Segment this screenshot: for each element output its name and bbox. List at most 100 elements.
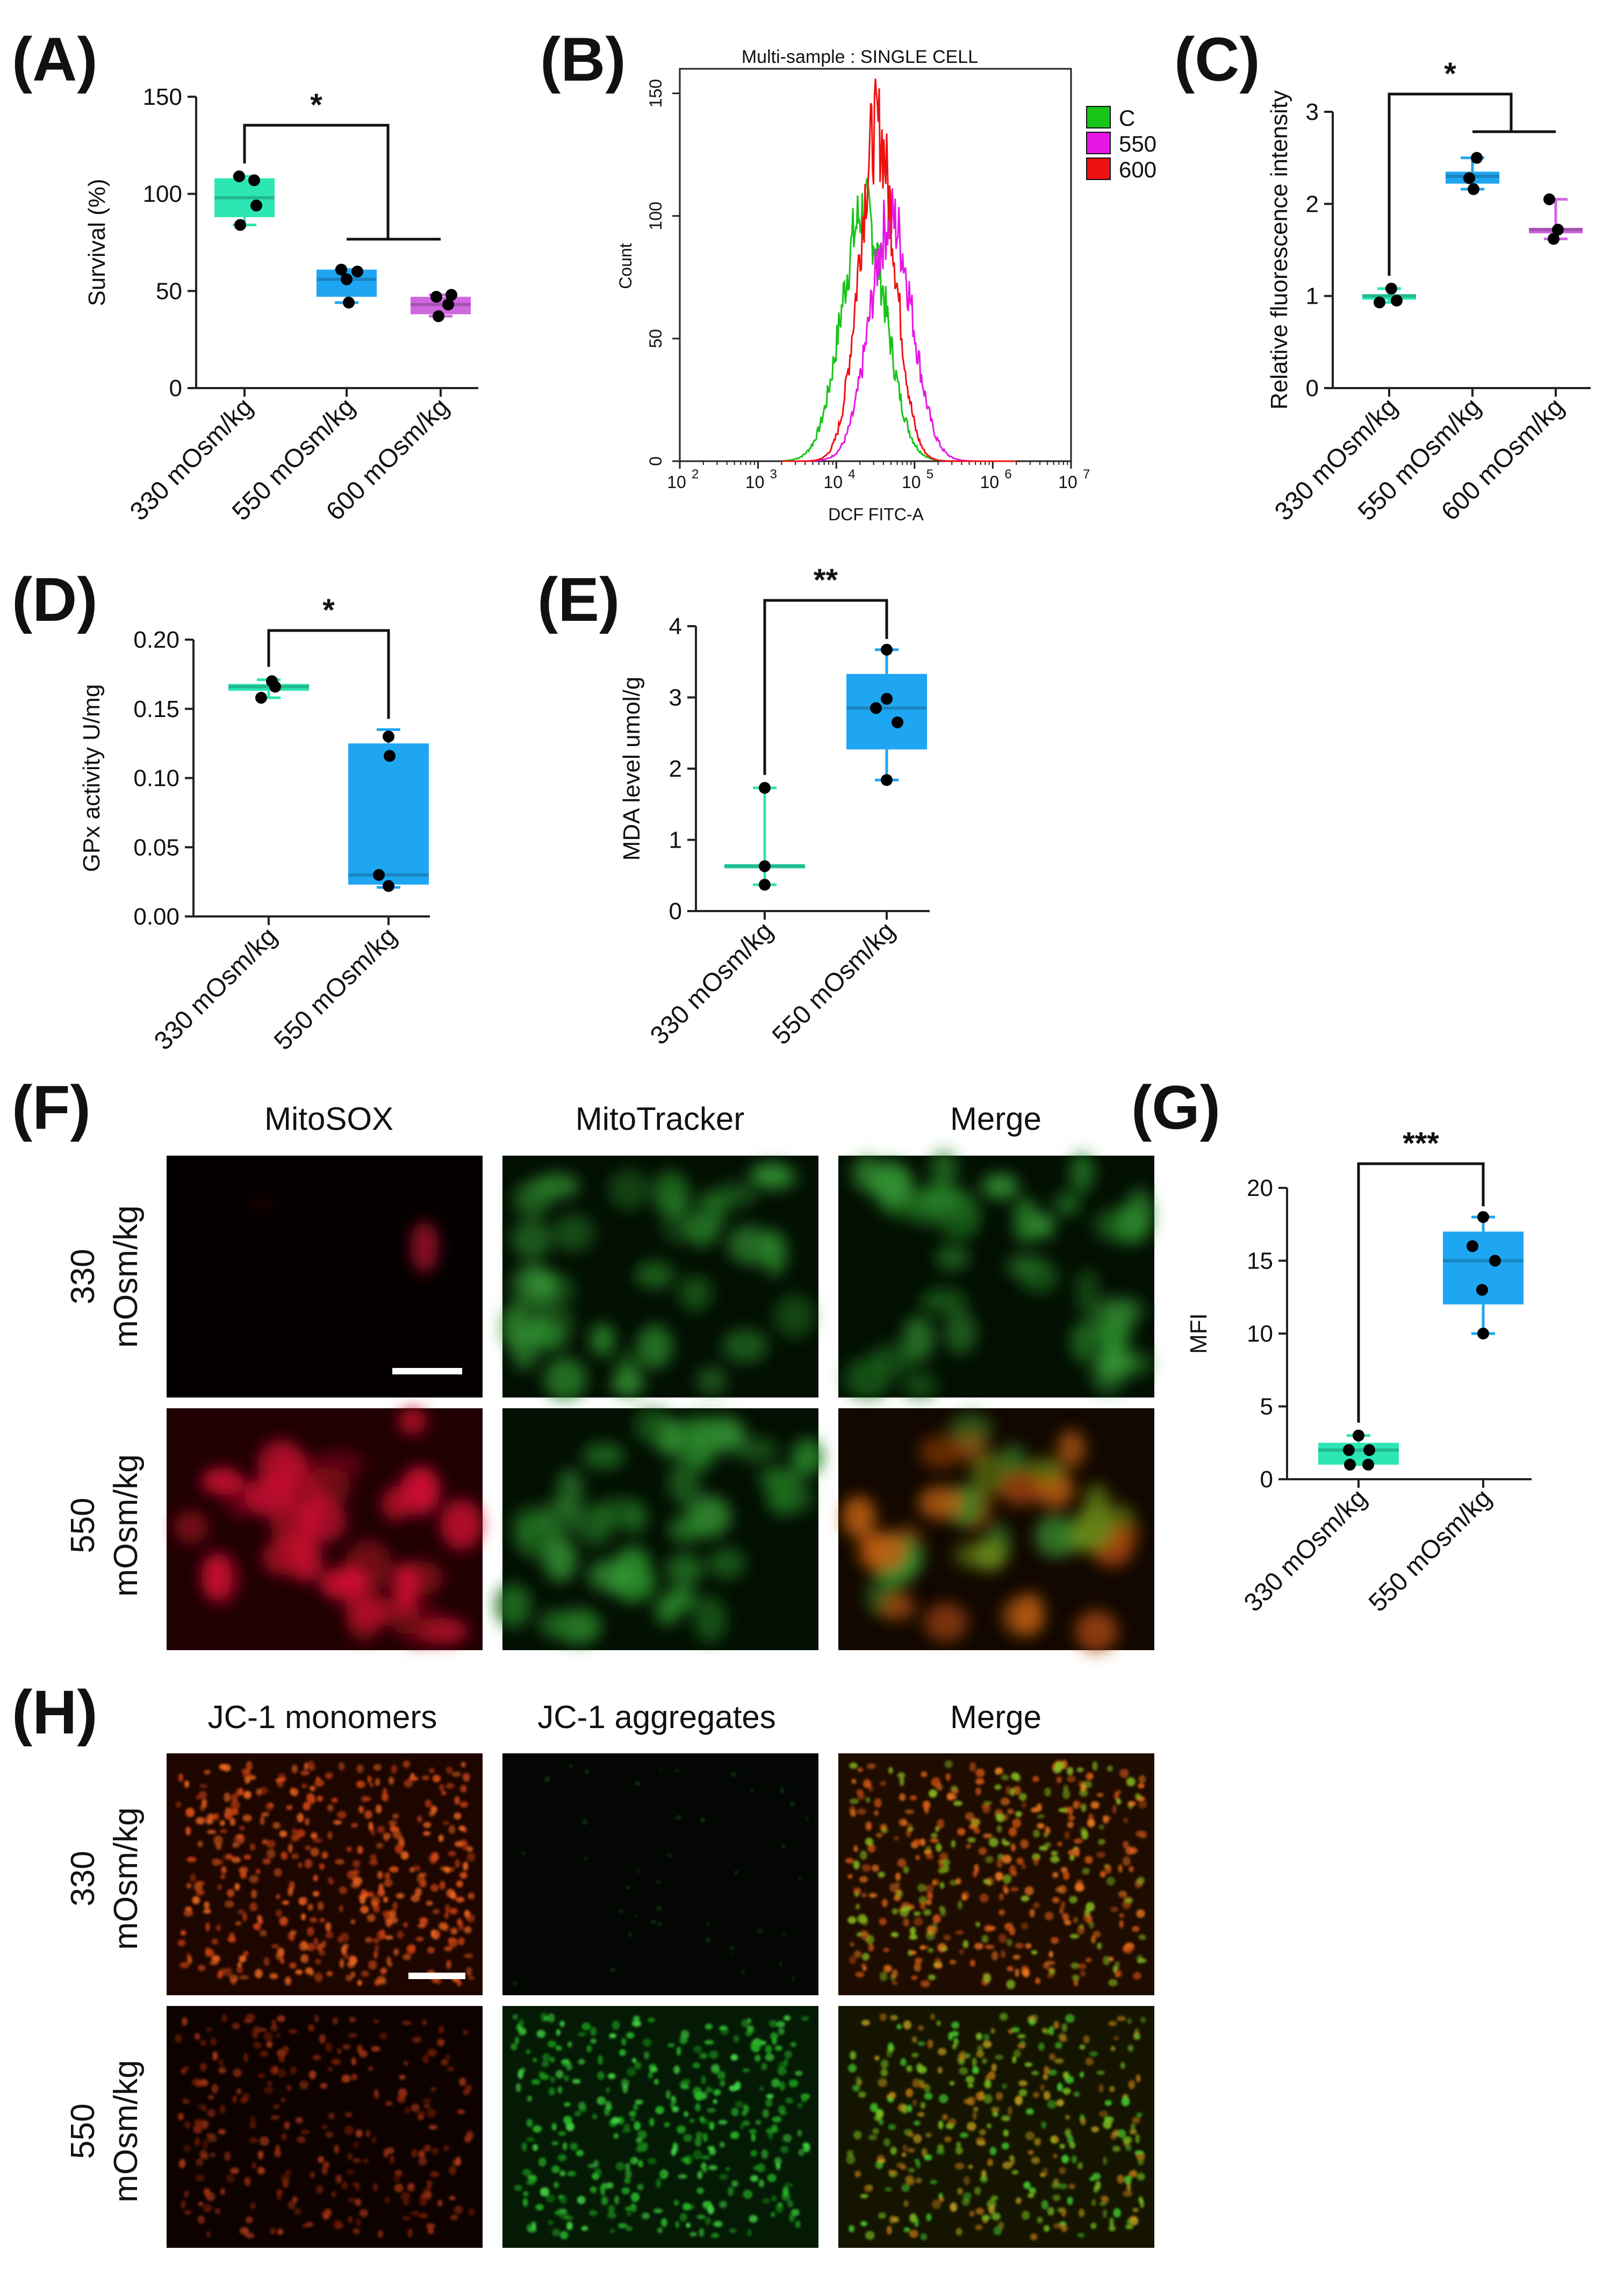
cell-blob xyxy=(880,2059,889,2069)
cell-blob xyxy=(1037,2217,1043,2224)
cell-blob xyxy=(430,1883,439,1892)
cell-blob xyxy=(859,1876,868,1883)
cell-blob xyxy=(348,2033,357,2038)
cell-blob xyxy=(918,1183,963,1213)
cell-blob xyxy=(713,2220,723,2227)
data-point xyxy=(1344,1458,1356,1471)
cell-blob xyxy=(996,1814,1005,1823)
cell-blob xyxy=(249,1875,259,1883)
cell-blob xyxy=(990,2106,1000,2112)
cell-blob xyxy=(900,2058,907,2066)
panel-label-g: (G) xyxy=(1131,1073,1220,1142)
cell-blob xyxy=(237,1962,242,1968)
cell-blob xyxy=(676,2125,686,2134)
cell-blob xyxy=(695,2131,703,2139)
cell-blob xyxy=(983,1974,991,1983)
cell-blob xyxy=(983,2094,993,2104)
cell-blob xyxy=(375,2092,380,2099)
cell-blob xyxy=(975,2208,985,2215)
cell-blob xyxy=(1115,1961,1120,1970)
cell-blob xyxy=(427,1946,435,1954)
hist-x-tick-label: 10 xyxy=(745,472,765,492)
cell-blob xyxy=(202,2139,209,2149)
cell-blob xyxy=(973,1828,980,1834)
cell-blob xyxy=(1098,2110,1109,2118)
cell-blob xyxy=(949,2081,955,2086)
cell-blob xyxy=(367,1914,376,1922)
cell-blob xyxy=(727,2187,734,2196)
cell-blob xyxy=(1126,2182,1131,2192)
data-point xyxy=(335,263,347,276)
cell-blob xyxy=(432,1852,439,1861)
cell-blob xyxy=(273,2103,280,2110)
hist-x-tick-exponent: 7 xyxy=(1083,467,1090,482)
cell-blob xyxy=(612,2020,620,2030)
cell-blob xyxy=(894,1836,899,1841)
y-axis-label: Relative fluorescence intensity xyxy=(1266,90,1292,410)
cell-blob xyxy=(713,2089,721,2096)
cell-blob xyxy=(559,2195,567,2204)
cell-blob xyxy=(1095,2181,1101,2190)
cell-blob xyxy=(219,1968,226,1976)
cell-blob xyxy=(1025,2108,1034,2115)
cell-blob xyxy=(975,2032,982,2040)
cell-blob xyxy=(1065,2014,1075,2023)
cell-blob xyxy=(1138,1783,1145,1789)
cell-blob xyxy=(975,1787,981,1796)
cell-blob xyxy=(377,1888,385,1897)
cell-blob xyxy=(1075,1610,1118,1652)
cell-blob xyxy=(1061,2023,1068,2032)
cell-blob xyxy=(325,1922,332,1931)
cell-blob xyxy=(1046,1960,1055,1966)
cell-blob xyxy=(299,2081,308,2089)
cell-blob xyxy=(352,1859,361,1868)
cell-blob xyxy=(416,2110,426,2118)
cell-blob xyxy=(1044,1842,1052,1847)
cell-blob xyxy=(780,1787,784,1794)
y-tick-label: 4 xyxy=(669,613,682,640)
cell-blob xyxy=(777,2202,783,2208)
cell-blob xyxy=(933,1925,938,1934)
cell-blob xyxy=(1010,2155,1015,2166)
cell-blob xyxy=(909,2213,917,2223)
cell-blob xyxy=(315,2185,324,2194)
cell-blob xyxy=(943,1934,951,1941)
cell-blob xyxy=(1098,2084,1104,2093)
cell-blob xyxy=(379,2032,387,2040)
cell-blob xyxy=(1140,2017,1146,2023)
cell-blob xyxy=(996,1859,1003,1868)
cell-blob xyxy=(676,2046,681,2056)
cell-blob xyxy=(967,1837,976,1843)
cell-blob xyxy=(454,2205,463,2214)
cell-blob xyxy=(772,2038,777,2045)
cell-blob xyxy=(1102,2209,1108,2219)
cell-blob xyxy=(235,1788,243,1796)
cell-blob xyxy=(370,1829,376,1836)
cell-blob xyxy=(321,1940,327,1948)
cell-blob xyxy=(274,1868,283,1877)
cell-blob xyxy=(771,2079,777,2088)
hist-x-tick-label: 10 xyxy=(902,472,921,492)
cell-blob xyxy=(857,1767,864,1772)
cell-blob xyxy=(310,1847,319,1857)
cell-blob xyxy=(270,2227,276,2235)
cell-blob xyxy=(902,1371,937,1400)
cell-blob xyxy=(199,2062,207,2072)
cell-blob xyxy=(1096,2070,1105,2075)
cell-blob xyxy=(567,2041,572,2048)
significance-label: * xyxy=(322,593,335,628)
cell-blob xyxy=(448,1851,456,1857)
cell-blob xyxy=(420,1918,428,1925)
cell-blob xyxy=(350,1919,356,1925)
cell-blob xyxy=(257,2150,264,2160)
cell-blob xyxy=(392,1901,398,1911)
cell-blob xyxy=(1090,2223,1097,2229)
y-axis-label: GPx activity U/mg xyxy=(78,684,105,872)
cell-blob xyxy=(543,1537,577,1582)
cell-blob xyxy=(221,1866,227,1874)
cell-blob xyxy=(289,1962,297,1969)
cell-blob xyxy=(377,1871,383,1879)
cell-blob xyxy=(1087,1818,1095,1828)
cell-blob xyxy=(281,2098,285,2103)
cell-blob xyxy=(411,2211,420,2216)
